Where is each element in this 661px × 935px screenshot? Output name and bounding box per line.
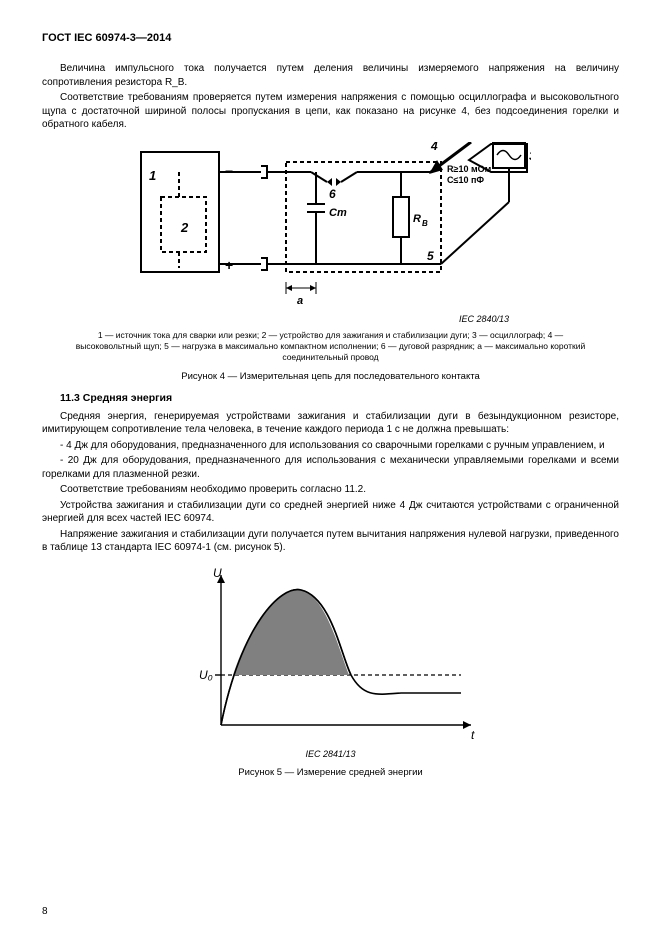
- fig4-label-5: 5: [427, 249, 434, 263]
- fig4-label-rb: R: [413, 213, 421, 225]
- fig4-iec-label: IEC 2840/13: [42, 314, 619, 324]
- section-11-3-title: 11.3 Средняя энергия: [60, 392, 619, 404]
- fig4-cond-1: R≥10 мОм: [447, 164, 492, 174]
- fig5-title: Рисунок 5 — Измерение средней энергии: [42, 767, 619, 778]
- fig4-cond-2: C≤10 пФ: [447, 175, 484, 185]
- figure-4: 1 2 − + 6: [42, 142, 619, 324]
- fig5-u0: U₀: [199, 668, 213, 682]
- para-5: - 20 Дж для оборудования, предназначенно…: [42, 454, 619, 481]
- fig4-label-2: 2: [180, 220, 189, 235]
- para-6: Соответствие требованиям необходимо пров…: [42, 483, 619, 497]
- para-4: - 4 Дж для оборудования, предназначенног…: [42, 439, 619, 453]
- intro-paragraphs: Величина импульсного тока получается пут…: [42, 62, 619, 132]
- fig5-axis-x: t: [471, 728, 475, 742]
- fig4-label-1: 1: [149, 168, 156, 183]
- fig4-label-ct: Cт: [329, 207, 347, 219]
- para-2: Соответствие требованиям проверяется пут…: [42, 91, 619, 132]
- fig4-legend: 1 — источник тока для сварки или резки; …: [72, 330, 589, 363]
- fig5-axis-y: U: [213, 566, 222, 580]
- para-3: Средняя энергия, генерируемая устройства…: [42, 410, 619, 437]
- section-11-3-body: Средняя энергия, генерируемая устройства…: [42, 410, 619, 555]
- doc-header: ГОСТ IEC 60974-3—2014: [42, 32, 619, 44]
- fig4-title: Рисунок 4 — Измерительная цепь для после…: [42, 371, 619, 382]
- svg-text:B: B: [422, 219, 428, 228]
- fig4-label-a: a: [297, 295, 303, 307]
- figure-4-svg: 1 2 − + 6: [131, 142, 531, 312]
- para-1: Величина импульсного тока получается пут…: [42, 62, 619, 89]
- page-number: 8: [42, 906, 48, 917]
- fig5-iec-label: IEC 2841/13: [42, 749, 619, 759]
- fig4-label-3: 3: [529, 149, 531, 163]
- figure-5: U t U₀ IEC 2841/13 Рисунок 5 — Измерение…: [42, 565, 619, 778]
- para-8: Напряжение зажигания и стабилизации дуги…: [42, 528, 619, 555]
- figure-5-svg: U t U₀: [171, 565, 491, 745]
- para-7: Устройства зажигания и стабилизации дуги…: [42, 499, 619, 526]
- fig4-label-6: 6: [329, 187, 336, 201]
- fig4-label-4: 4: [430, 142, 438, 153]
